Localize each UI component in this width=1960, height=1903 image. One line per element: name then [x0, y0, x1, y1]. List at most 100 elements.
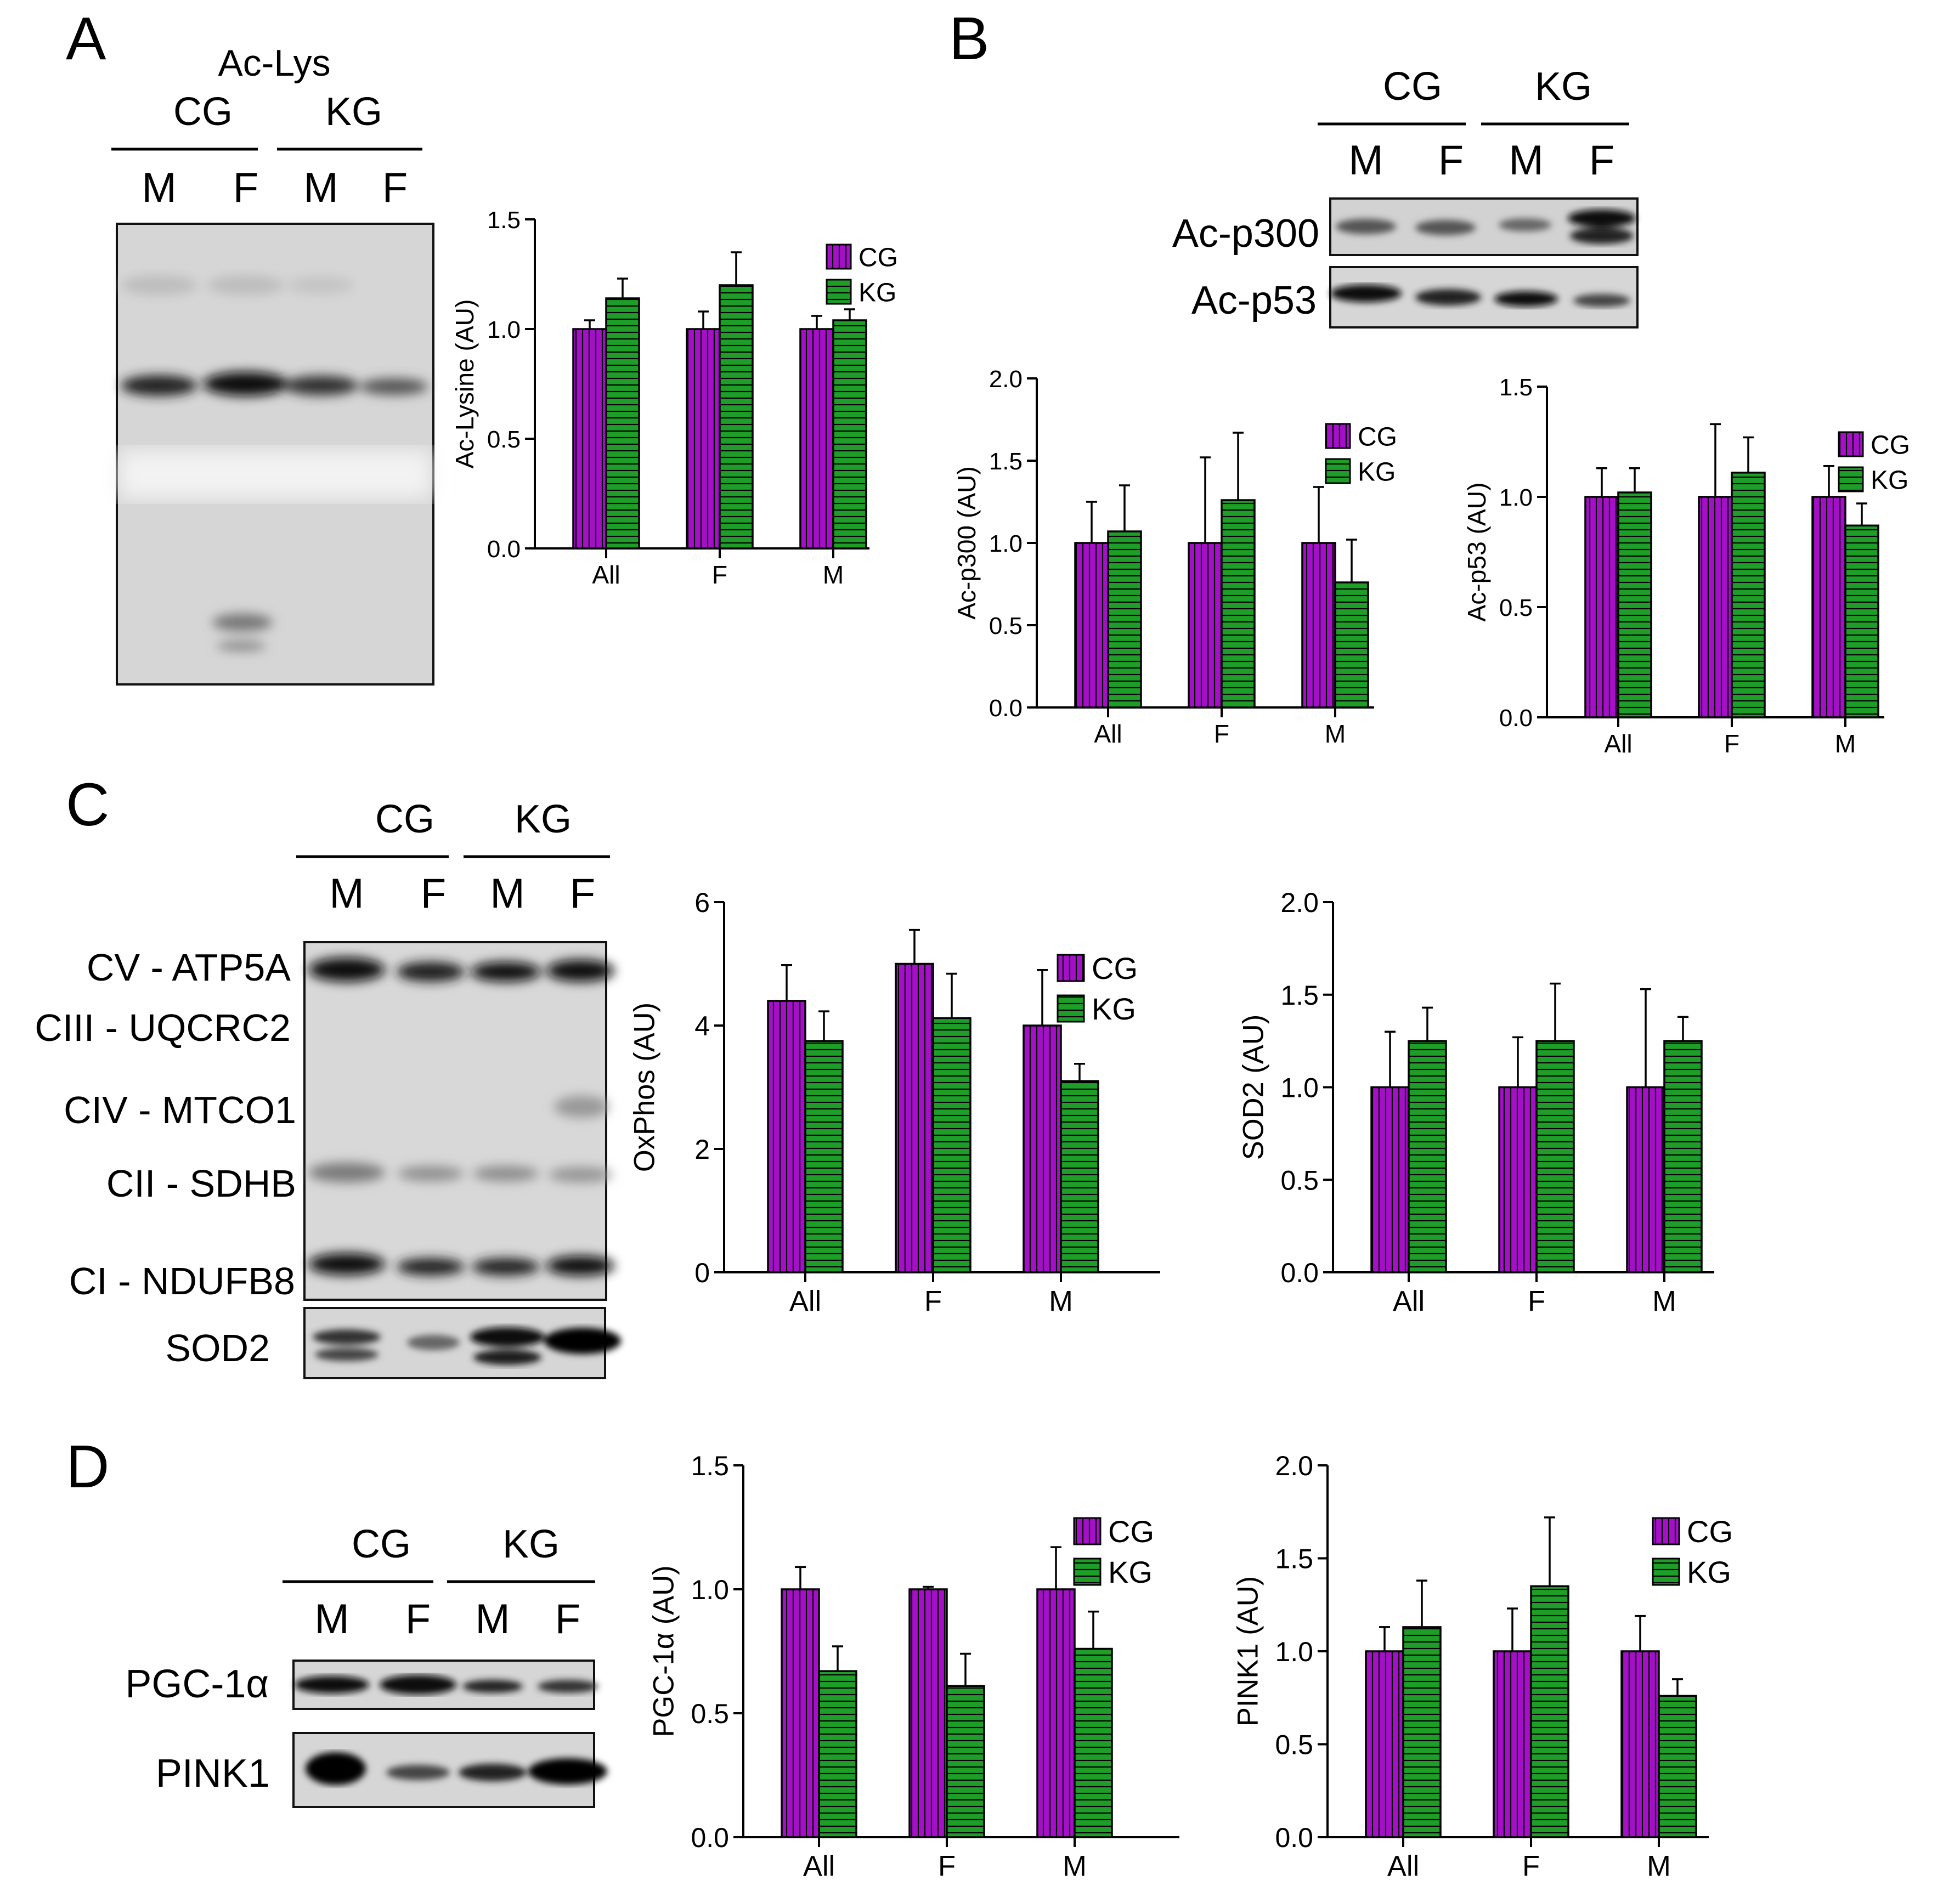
oxphos-bar-kg [804, 1040, 844, 1273]
ac-p53-bar-cg [1584, 496, 1619, 718]
ac-lysine-y-tick-label: 1.5 [487, 207, 521, 234]
pink1-bar-kg [1530, 1585, 1569, 1838]
sod2-bar-cg [1370, 1086, 1410, 1273]
ac-p53-legend-label-kg: KG [1871, 466, 1908, 495]
ac-lysine-legend-label-kg: KG [858, 278, 896, 307]
blot-b-row-ac-p300: Ac-p300 [1172, 212, 1319, 256]
blot-c-row-uqcrc2: CIII - UQCRC2 [35, 1006, 291, 1049]
sod2-bar-kg [1663, 1040, 1703, 1273]
ac-p53-bar-cg [1698, 496, 1733, 718]
pgc1a-legend-label-cg: CG [1108, 1514, 1154, 1549]
ac-p300-y-tick-label: 1.0 [989, 530, 1023, 557]
ac-p53-y-tick-label: 1.0 [1499, 484, 1533, 511]
blot-a-group-cg: CG [173, 90, 233, 134]
pink1-legend-label-cg: CG [1687, 1514, 1733, 1549]
blot-c: CG KG M F M F CV - ATP5A CIII - UQCRC2 C… [35, 797, 621, 1379]
oxphos-y-tick-label: 0 [694, 1258, 710, 1288]
sod2-bar-cg [1498, 1086, 1538, 1273]
ac-p53-legend-swatch-kg [1838, 466, 1864, 492]
blot-d-lane-4: F [555, 1596, 580, 1643]
pgc1a-y-tick-label: 0.0 [691, 1822, 729, 1853]
chart-ac-p300: 0.0 0.5 1.0 1.5 2.0 Ac-p300 (AU) All F M CG KG [952, 366, 1397, 748]
blot-a-lane-4: F [382, 165, 408, 211]
ac-lysine-y-tick-label: 1.0 [487, 316, 521, 343]
pink1-bar-kg [1658, 1695, 1697, 1838]
ac-lysine-y-tick-label: 0.0 [487, 536, 521, 563]
sod2-bar-kg [1408, 1040, 1447, 1273]
ac-p300-y-tick-label: 0.5 [989, 613, 1023, 639]
ac-lysine-legend-label-cg: CG [858, 243, 898, 272]
ac-p300-bar-cg [1301, 542, 1336, 709]
panel-letter-a: A [66, 5, 106, 72]
blot-c-group-kg: KG [515, 797, 572, 841]
pink1-legend-label-kg: KG [1687, 1555, 1731, 1589]
ac-lysine-y-label: Ac-Lysine (AU) [450, 299, 479, 469]
blot-a-group-kg: KG [325, 90, 382, 134]
pink1-x-tick-label: All [1387, 1850, 1419, 1883]
sod2-y-tick-label: 0.0 [1280, 1258, 1319, 1288]
blot-b: CG KG M F M F Ac-p300 Ac-p53 [1172, 65, 1639, 329]
sod2-y-tick-label: 1.5 [1280, 980, 1319, 1011]
sod2-y-tick-label: 0.5 [1280, 1165, 1319, 1196]
ac-lysine-bar-kg [719, 284, 754, 550]
pink1-bar-cg [1620, 1650, 1660, 1838]
blot-c-row-mtco1: CIV - MTCO1 [64, 1089, 296, 1131]
panel-letter-c: C [66, 771, 109, 839]
pink1-x-tick-label: F [1522, 1850, 1540, 1883]
sod2-bar-cg [1626, 1086, 1665, 1273]
ac-p300-legend-swatch-kg [1325, 458, 1351, 484]
sod2-bar-kg [1535, 1040, 1575, 1273]
ac-p300-bar-kg [1221, 499, 1256, 709]
oxphos-bar-kg [932, 1017, 971, 1273]
ac-p53-bar-kg [1844, 524, 1879, 718]
ac-p300-legend-label-cg: CG [1358, 422, 1397, 451]
pgc1a-y-tick-label: 0.5 [691, 1698, 729, 1729]
ac-p300-x-tick-label: M [1325, 720, 1346, 748]
sod2-y-tick-label: 1.0 [1280, 1073, 1319, 1103]
blot-c-membrane-oxphos [303, 941, 607, 1301]
pgc1a-bar-kg [946, 1685, 985, 1838]
chart-ac-lysine: 0.0 0.5 1.0 1.5 Ac-Lysine (AU) All F M CG KG [450, 207, 898, 589]
pgc1a-bar-cg [1036, 1588, 1076, 1838]
blot-b-lane-4: F [1589, 137, 1614, 184]
blot-c-row-sdhb: CII - SDHB [106, 1162, 296, 1205]
ac-p300-legend-label-kg: KG [1358, 457, 1396, 486]
ac-p53-x-tick-label: F [1724, 729, 1739, 758]
pink1-bar-cg [1365, 1650, 1404, 1838]
blot-b-group-kg: KG [1535, 65, 1592, 109]
ac-lysine-x-tick-label: F [712, 560, 727, 589]
pgc1a-legend-label-kg: KG [1108, 1555, 1153, 1589]
oxphos-x-tick-label: All [789, 1285, 821, 1318]
pink1-y-tick-label: 0.0 [1275, 1822, 1313, 1853]
ac-p300-bar-cg [1074, 542, 1109, 709]
chart-oxphos: 0 2 4 6 OxPhos (AU) All F M CG KG [629, 887, 1160, 1318]
pgc1a-y-label: PGC-1α (AU) [648, 1565, 680, 1737]
pink1-y-tick-label: 0.5 [1275, 1730, 1313, 1760]
pink1-legend-swatch-cg [1652, 1517, 1680, 1545]
sod2-x-tick-label: M [1652, 1285, 1676, 1318]
pgc1a-y-tick-label: 1.0 [691, 1574, 729, 1605]
ac-p53-legend-label-cg: CG [1871, 431, 1910, 460]
ac-lysine-y-tick-label: 0.5 [487, 426, 521, 453]
ac-p300-bar-cg [1188, 542, 1223, 709]
oxphos-bar-cg [895, 962, 934, 1273]
blot-a-lane-1: M [142, 165, 176, 211]
blot-d-lane-2: F [405, 1596, 431, 1643]
blot-c-group-cg: CG [375, 797, 434, 841]
oxphos-bar-cg [767, 1000, 806, 1273]
oxphos-y-label: OxPhos (AU) [629, 1003, 661, 1172]
blot-a-lane-3: M [303, 165, 338, 211]
pgc1a-y-tick-label: 1.5 [691, 1451, 729, 1481]
sod2-y-tick-label: 2.0 [1280, 887, 1319, 918]
chart-sod2: 0.0 0.5 1.0 1.5 2.0 SOD2 (AU) All F M [1238, 887, 1714, 1318]
ac-p53-x-tick-label: All [1604, 729, 1632, 758]
ac-lysine-bar-kg [605, 297, 640, 550]
ac-p53-y-tick-label: 0.0 [1499, 705, 1533, 732]
ac-lysine-x-tick-label: M [823, 560, 844, 589]
pgc1a-bar-kg [818, 1670, 857, 1838]
chart-pgc1a: 0.0 0.5 1.0 1.5 PGC-1α (AU) All F M CG KG [648, 1451, 1179, 1883]
pink1-y-tick-label: 2.0 [1275, 1451, 1313, 1481]
pink1-y-label: PINK1 (AU) [1232, 1576, 1264, 1726]
ac-lysine-x-tick-label: All [592, 560, 620, 589]
pink1-x-tick-label: M [1647, 1850, 1671, 1883]
